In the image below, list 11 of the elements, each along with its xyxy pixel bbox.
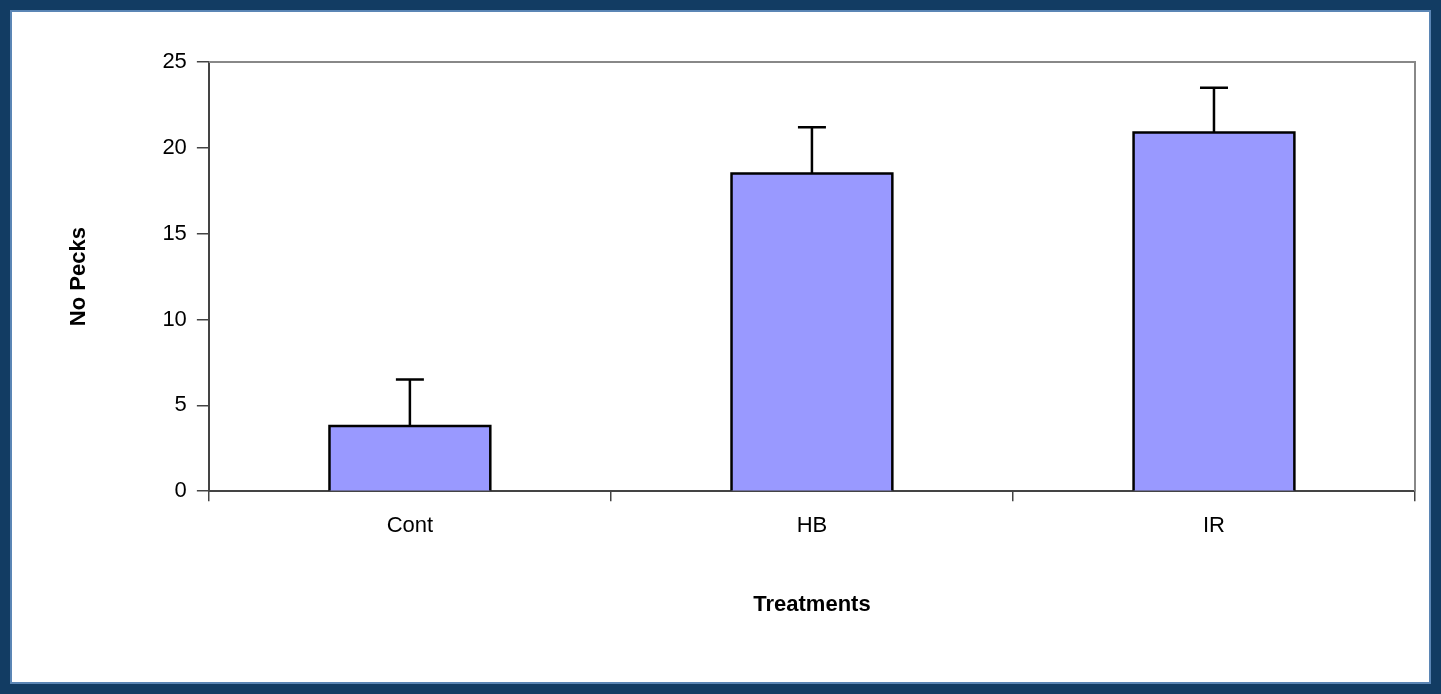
y-tick-label: 10	[162, 305, 187, 331]
y-tick-label: 20	[162, 133, 187, 159]
y-tick-label: 0	[174, 477, 187, 503]
x-tick-label: Cont	[386, 512, 434, 538]
y-tick-label: 15	[162, 219, 187, 245]
y-axis-title: No Pecks	[65, 227, 91, 327]
x-tick-label: IR	[1202, 512, 1225, 538]
y-tick-label: 5	[174, 391, 187, 417]
x-tick-label: HB	[796, 512, 828, 538]
y-tick-label: 25	[162, 48, 187, 74]
x-axis-title: Treatments	[753, 590, 871, 616]
